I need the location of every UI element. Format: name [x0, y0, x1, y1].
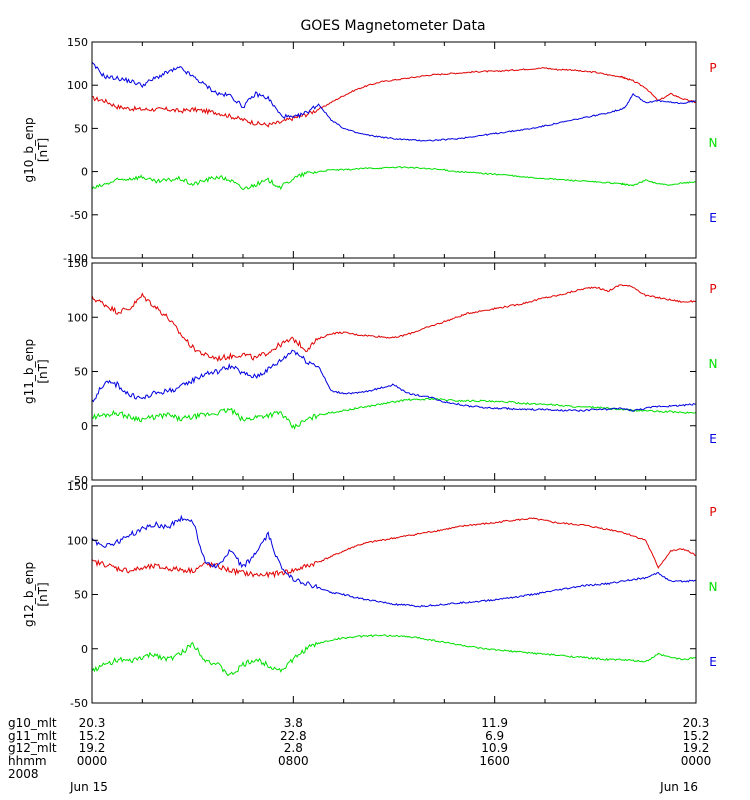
y-tick-label: -100 — [63, 252, 88, 265]
series-g10_b_enp-E — [92, 61, 696, 142]
legend-N: N — [709, 136, 718, 150]
x-axis-labels: g10_mltg11_mltg12_mlthhmm200820.315.219.… — [8, 716, 711, 794]
series-g12_b_enp-P — [92, 517, 696, 579]
series-g11_b_enp-N — [92, 397, 696, 430]
x-tick-label: Jun 15 — [69, 780, 108, 794]
y-tick-label: 100 — [67, 79, 88, 92]
y-axis-unit: [nT] — [36, 138, 50, 162]
y-tick-label: 0 — [81, 166, 88, 179]
y-axis-label: g12_b_enp — [22, 562, 36, 627]
x-tick-label: 0800 — [278, 754, 309, 768]
x-row-label: g11_mlt — [8, 729, 57, 743]
x-tick-label: Jun 16 — [659, 780, 698, 794]
y-axis-unit: [nT] — [36, 582, 50, 606]
legend-P: P — [709, 505, 716, 519]
y-tick-label: -50 — [70, 474, 88, 487]
y-tick-label: 50 — [74, 122, 88, 135]
x-tick-label: 1600 — [479, 754, 510, 768]
x-tick-label: 19.2 — [683, 741, 710, 755]
legend-E: E — [709, 211, 717, 225]
y-tick-label: 50 — [74, 366, 88, 379]
x-row-label: g10_mlt — [8, 716, 57, 730]
y-tick-label: 50 — [74, 589, 88, 602]
legend-E: E — [709, 655, 717, 669]
chart-title: GOES Magnetometer Data — [300, 18, 485, 34]
y-axis-unit: [nT] — [36, 359, 50, 383]
x-tick-label: 22.8 — [280, 729, 307, 743]
x-row-label: g12_mlt — [8, 741, 57, 755]
legend-E: E — [709, 432, 717, 446]
y-tick-label: 100 — [67, 534, 88, 547]
x-tick-label: 6.9 — [485, 729, 504, 743]
series-g12_b_enp-E — [92, 514, 696, 608]
y-tick-label: -50 — [70, 697, 88, 710]
y-tick-label: 150 — [67, 257, 88, 270]
series-g11_b_enp-P — [92, 284, 696, 363]
x-tick-label: 20.3 — [79, 716, 106, 730]
y-axis-label: g10_b_enp — [22, 117, 36, 182]
x-tick-label: 15.2 — [683, 729, 710, 743]
legend-P: P — [709, 282, 716, 296]
series-g11_b_enp-E — [92, 349, 696, 412]
plot-frame — [91, 262, 697, 481]
panel-g12_b_enp: 150 100 50 0 -50 g12_b_enp [nT] P N E — [22, 480, 717, 710]
x-row-label: hhmm — [8, 754, 47, 768]
series-g10_b_enp-P — [92, 67, 696, 128]
y-tick-label: 100 — [67, 311, 88, 324]
y-tick-label: 150 — [67, 36, 88, 49]
legend-P: P — [709, 61, 716, 75]
x-tick-label: 19.2 — [79, 741, 106, 755]
panel-g10_b_enp: 150 100 50 0 -50 -100 g10_b_enp [nT] P N E — [22, 36, 717, 265]
panel-g11_b_enp: 150 100 50 0 -50 g11_b_enp [nT] P N E — [22, 257, 717, 487]
x-tick-label: 10.9 — [481, 741, 508, 755]
legend-N: N — [709, 357, 718, 371]
y-tick-label: -50 — [70, 209, 88, 222]
x-row-label: 2008 — [8, 767, 39, 781]
x-tick-label: 2.8 — [284, 741, 303, 755]
x-tick-label: 0000 — [77, 754, 108, 768]
legend-N: N — [709, 580, 718, 594]
y-axis-label: g11_b_enp — [22, 339, 36, 404]
y-tick-label: 0 — [81, 643, 88, 656]
plot-frame — [91, 485, 697, 704]
y-tick-label: 0 — [81, 420, 88, 433]
x-tick-label: 15.2 — [79, 729, 106, 743]
x-tick-label: 20.3 — [683, 716, 710, 730]
x-tick-label: 3.8 — [284, 716, 303, 730]
series-g10_b_enp-N — [92, 166, 696, 191]
x-tick-label: 11.9 — [481, 716, 508, 730]
series-g12_b_enp-N — [92, 634, 696, 677]
x-tick-label: 0000 — [681, 754, 712, 768]
y-tick-label: 150 — [67, 480, 88, 493]
